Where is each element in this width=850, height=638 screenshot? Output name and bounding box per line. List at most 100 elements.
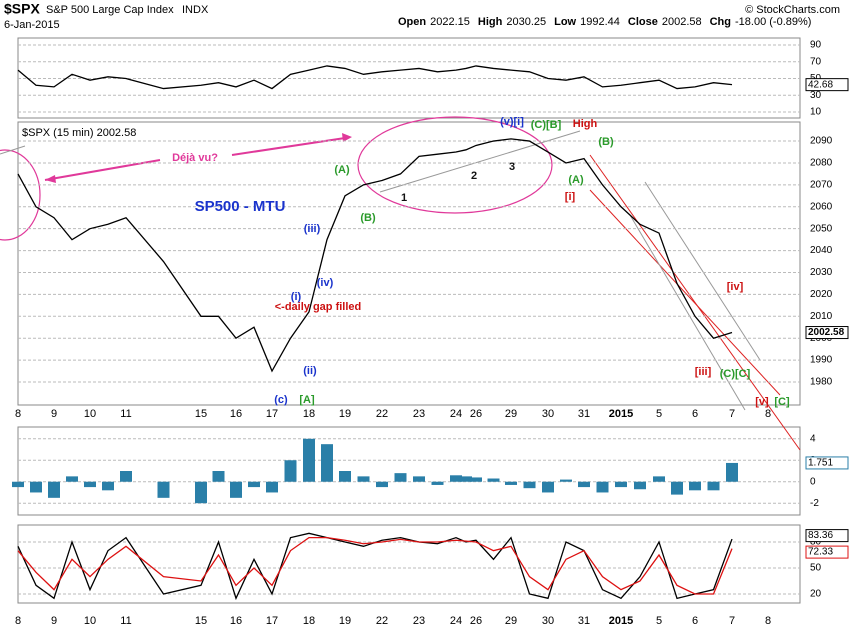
ohlc-value: 2022.15 bbox=[430, 16, 470, 28]
y-tick-label: 1980 bbox=[810, 377, 833, 388]
x-tick-label: 11 bbox=[120, 615, 131, 627]
annotation: [i] bbox=[565, 191, 576, 203]
trendline bbox=[379, 130, 581, 193]
histogram-bar bbox=[460, 476, 472, 482]
stoch-frame bbox=[17, 524, 801, 604]
ohlc-value: 1992.44 bbox=[580, 16, 620, 28]
histogram-bar bbox=[615, 481, 627, 488]
annotation: [iii] bbox=[695, 366, 712, 378]
x-tick-label: 10 bbox=[84, 408, 96, 420]
current-label: 1.751 bbox=[808, 458, 833, 469]
y-tick-label: 2070 bbox=[810, 180, 833, 191]
x-tick-label: 22 bbox=[376, 615, 388, 627]
current-label: 2002.58 bbox=[808, 327, 845, 338]
y-tick-label: 2090 bbox=[810, 136, 833, 147]
x-tick-label: 31 bbox=[578, 615, 590, 627]
annotation: (v)[i] bbox=[500, 116, 524, 128]
histogram-bar bbox=[376, 481, 388, 488]
histogram-bar bbox=[321, 444, 333, 482]
annotation: (iii) bbox=[304, 223, 321, 235]
histogram-bar bbox=[303, 438, 315, 482]
exchange: INDX bbox=[182, 4, 209, 16]
y-tick-label: -2 bbox=[810, 498, 819, 509]
histogram-bar bbox=[431, 481, 444, 485]
y-tick-label: 20 bbox=[810, 589, 822, 600]
histogram-bar bbox=[266, 481, 278, 493]
annotation: 3 bbox=[509, 161, 515, 173]
y-tick-label: 30 bbox=[810, 90, 822, 101]
y-tick-label: 2050 bbox=[810, 223, 833, 234]
y-tick-label: 50 bbox=[810, 563, 822, 574]
symbol: $SPX bbox=[4, 1, 40, 17]
x-tick-label: 29 bbox=[505, 615, 517, 627]
histogram-bar bbox=[84, 481, 96, 488]
current-box bbox=[805, 326, 849, 340]
x-tick-label: 7 bbox=[729, 408, 735, 420]
x-tick-label: 5 bbox=[656, 615, 662, 627]
x-tick-label: 19 bbox=[339, 615, 351, 627]
ohlc-label: Open bbox=[398, 16, 426, 28]
x-tick-label: 15 bbox=[195, 615, 207, 627]
annotation: (A) bbox=[334, 164, 350, 176]
annotation: 1 bbox=[401, 192, 407, 204]
x-tick-label: 22 bbox=[376, 408, 388, 420]
rsi-frame bbox=[17, 37, 801, 119]
histogram-bar bbox=[12, 481, 24, 488]
y-tick-label: 10 bbox=[810, 107, 822, 118]
current-box bbox=[805, 456, 849, 470]
x-tick-label: 6 bbox=[692, 408, 698, 420]
arrow-head bbox=[342, 133, 352, 142]
x-tick-label: 16 bbox=[230, 408, 242, 420]
annotation: (ii) bbox=[303, 365, 317, 377]
y-tick-label: 4 bbox=[810, 433, 816, 444]
ohlc-label: High bbox=[478, 16, 503, 28]
x-tick-label: 23 bbox=[413, 615, 425, 627]
x-tick-label: 8 bbox=[765, 615, 771, 627]
y-tick-label: 2010 bbox=[810, 311, 833, 322]
y-tick-label: 2040 bbox=[810, 245, 833, 256]
annotation: (c) bbox=[274, 394, 288, 406]
x-tick-label: 17 bbox=[266, 615, 278, 627]
trendline bbox=[0, 145, 26, 155]
trendline bbox=[589, 154, 801, 451]
histogram-bar bbox=[284, 460, 297, 482]
current-box bbox=[805, 529, 849, 543]
histogram-bar bbox=[470, 477, 482, 482]
ohlc-label: Close bbox=[628, 16, 658, 28]
histogram-bar bbox=[689, 481, 701, 491]
histogram-bar bbox=[505, 481, 517, 485]
x-tick-label: 8 bbox=[15, 408, 21, 420]
trendline bbox=[644, 181, 761, 361]
x-tick-label: 9 bbox=[51, 408, 57, 420]
histogram-bar bbox=[30, 481, 42, 493]
x-tick-label: 15 bbox=[195, 408, 207, 420]
annotation: (A) bbox=[568, 174, 584, 186]
ohlc-label: Low bbox=[554, 16, 576, 28]
x-tick-label: 30 bbox=[542, 408, 554, 420]
annotation: (B) bbox=[598, 136, 614, 148]
annotation: Déjà vu? bbox=[172, 152, 218, 164]
histogram-bar bbox=[248, 481, 260, 488]
ellipse bbox=[357, 116, 553, 214]
current-label: 72.33 bbox=[808, 547, 833, 558]
macd-frame bbox=[17, 426, 801, 516]
arrow-head bbox=[45, 175, 56, 183]
x-tick-label: 5 bbox=[656, 408, 662, 420]
annotation: High bbox=[573, 118, 598, 130]
histogram-bar bbox=[634, 481, 646, 490]
histogram-bar bbox=[357, 476, 370, 482]
current-box bbox=[805, 545, 849, 559]
x-tick-label: 8 bbox=[15, 615, 21, 627]
ohlc-value: 2002.58 bbox=[662, 16, 702, 28]
trendline bbox=[629, 214, 746, 411]
x-tick-label: 24 bbox=[450, 615, 462, 627]
x-tick-label: 8 bbox=[765, 408, 771, 420]
histogram-bar bbox=[523, 481, 536, 489]
x-tick-label: 9 bbox=[51, 615, 57, 627]
x-tick-label: 2015 bbox=[609, 615, 633, 627]
histogram-bar bbox=[120, 471, 132, 482]
y-tick-label: 2060 bbox=[810, 201, 833, 212]
histogram-bar bbox=[394, 473, 407, 482]
histogram-bar bbox=[212, 471, 225, 482]
x-tick-label: 31 bbox=[578, 408, 590, 420]
